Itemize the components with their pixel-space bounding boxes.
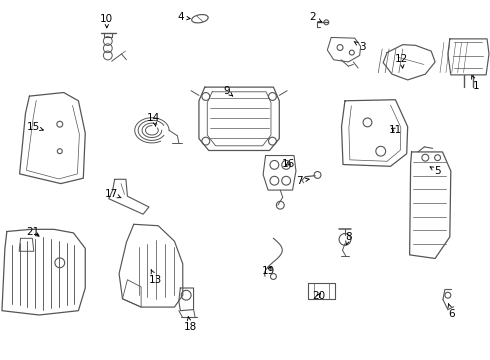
- Text: 11: 11: [389, 125, 403, 135]
- Text: 8: 8: [345, 232, 352, 245]
- Text: 20: 20: [312, 291, 325, 301]
- Text: 16: 16: [281, 159, 295, 169]
- Text: 19: 19: [262, 266, 275, 276]
- Text: 9: 9: [223, 86, 233, 96]
- Text: 14: 14: [147, 113, 161, 126]
- Text: 3: 3: [354, 42, 366, 52]
- Text: 12: 12: [395, 54, 409, 68]
- Text: 5: 5: [430, 166, 441, 176]
- Text: 4: 4: [177, 12, 190, 22]
- Text: 15: 15: [26, 122, 43, 132]
- Text: 7: 7: [296, 176, 309, 186]
- Text: 2: 2: [309, 12, 321, 22]
- Text: 18: 18: [183, 316, 197, 332]
- Text: 13: 13: [149, 270, 163, 285]
- Text: 17: 17: [105, 189, 121, 199]
- Text: 6: 6: [448, 303, 455, 319]
- Text: 10: 10: [100, 14, 113, 28]
- Text: 1: 1: [471, 76, 480, 91]
- Text: 21: 21: [26, 227, 40, 237]
